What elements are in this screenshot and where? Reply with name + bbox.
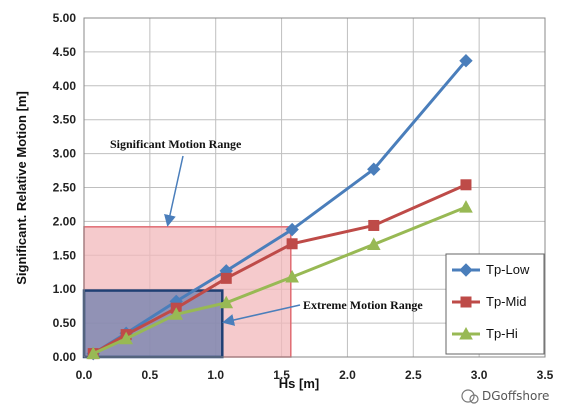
plot-area-border [83, 17, 546, 358]
legend-label: Tp-Hi [486, 326, 518, 341]
x-tick-label: 1.5 [273, 368, 290, 382]
y-tick-label: 1.50 [53, 248, 77, 262]
y-tick-label: 3.50 [53, 113, 77, 127]
legend: Tp-Low Tp-Mid Tp-Hi [445, 253, 545, 355]
x-axis-title: Hs [m] [279, 376, 319, 391]
data-point-tp-mid [368, 219, 380, 231]
data-point-tp-low [459, 54, 473, 68]
y-tick-label: 3.00 [53, 147, 77, 161]
data-point-tp-hi [86, 346, 101, 360]
x-tick-label: 2.0 [339, 368, 356, 382]
y-tick-label: 5.00 [53, 11, 77, 25]
data-point-tp-hi [219, 295, 234, 309]
y-tick-label: 0.00 [53, 350, 77, 364]
series-lines [86, 54, 473, 361]
legend-label: Tp-Low [486, 262, 530, 277]
legend-item-tp-mid: Tp-Mid [452, 294, 526, 309]
x-tick-label: 1.0 [207, 368, 224, 382]
data-point-tp-mid [286, 238, 298, 250]
data-point-tp-mid [460, 179, 472, 191]
legend-label: Tp-Mid [486, 294, 526, 309]
data-point-tp-low [367, 162, 381, 176]
range-boxes [82, 226, 292, 359]
x-tick-label: 3.5 [537, 368, 554, 382]
watermark-text: DGoffshore [482, 389, 549, 403]
watermark-logo-icon-inner [469, 394, 479, 404]
data-point-tp-hi [285, 269, 299, 283]
x-tick-label: 0.0 [76, 368, 93, 382]
data-point-tp-mid [220, 272, 232, 284]
y-tick-label: 4.00 [53, 79, 77, 93]
x-tick-label: 2.5 [405, 368, 422, 382]
data-point-tp-hi [119, 331, 133, 345]
y-tick-label: 2.00 [53, 214, 77, 228]
watermark-logo-icon [461, 389, 475, 403]
data-point-tp-hi [169, 307, 184, 320]
y-tick-label: 0.50 [53, 316, 77, 330]
legend-marker [459, 326, 473, 340]
series-tp-hi [86, 200, 473, 360]
legend-marker [460, 296, 472, 308]
legend-item-tp-low: Tp-Low [452, 262, 530, 277]
axis-tick-labels: 0.0 0.5 1.0 1.5 2.0 2.5 3.0 3.5 0.00 0.50 1.00 1.50… [53, 11, 554, 382]
data-point-tp-hi [366, 237, 381, 250]
y-tick-label: 2.50 [53, 181, 77, 195]
significant-annotation-arrow [164, 155, 184, 227]
data-point-tp-low [285, 222, 299, 237]
x-tick-label: 0.5 [142, 368, 159, 382]
y-axis-title: Significant. Relative Motion [m] [14, 91, 29, 285]
legend-item-tp-hi: Tp-Hi [452, 326, 518, 341]
legend-marker [459, 263, 473, 277]
x-tick-label: 3.0 [471, 368, 488, 382]
y-tick-label: 4.50 [53, 45, 77, 59]
extreme-motion-annotation: Extreme Motion Range [303, 298, 423, 312]
significant-motion-annotation: Significant Motion Range [110, 137, 242, 151]
watermark: DGoffshore [461, 389, 549, 404]
y-tick-label: 1.00 [53, 282, 77, 296]
data-point-tp-hi [459, 200, 473, 213]
extreme-annotation-arrow [222, 304, 301, 326]
